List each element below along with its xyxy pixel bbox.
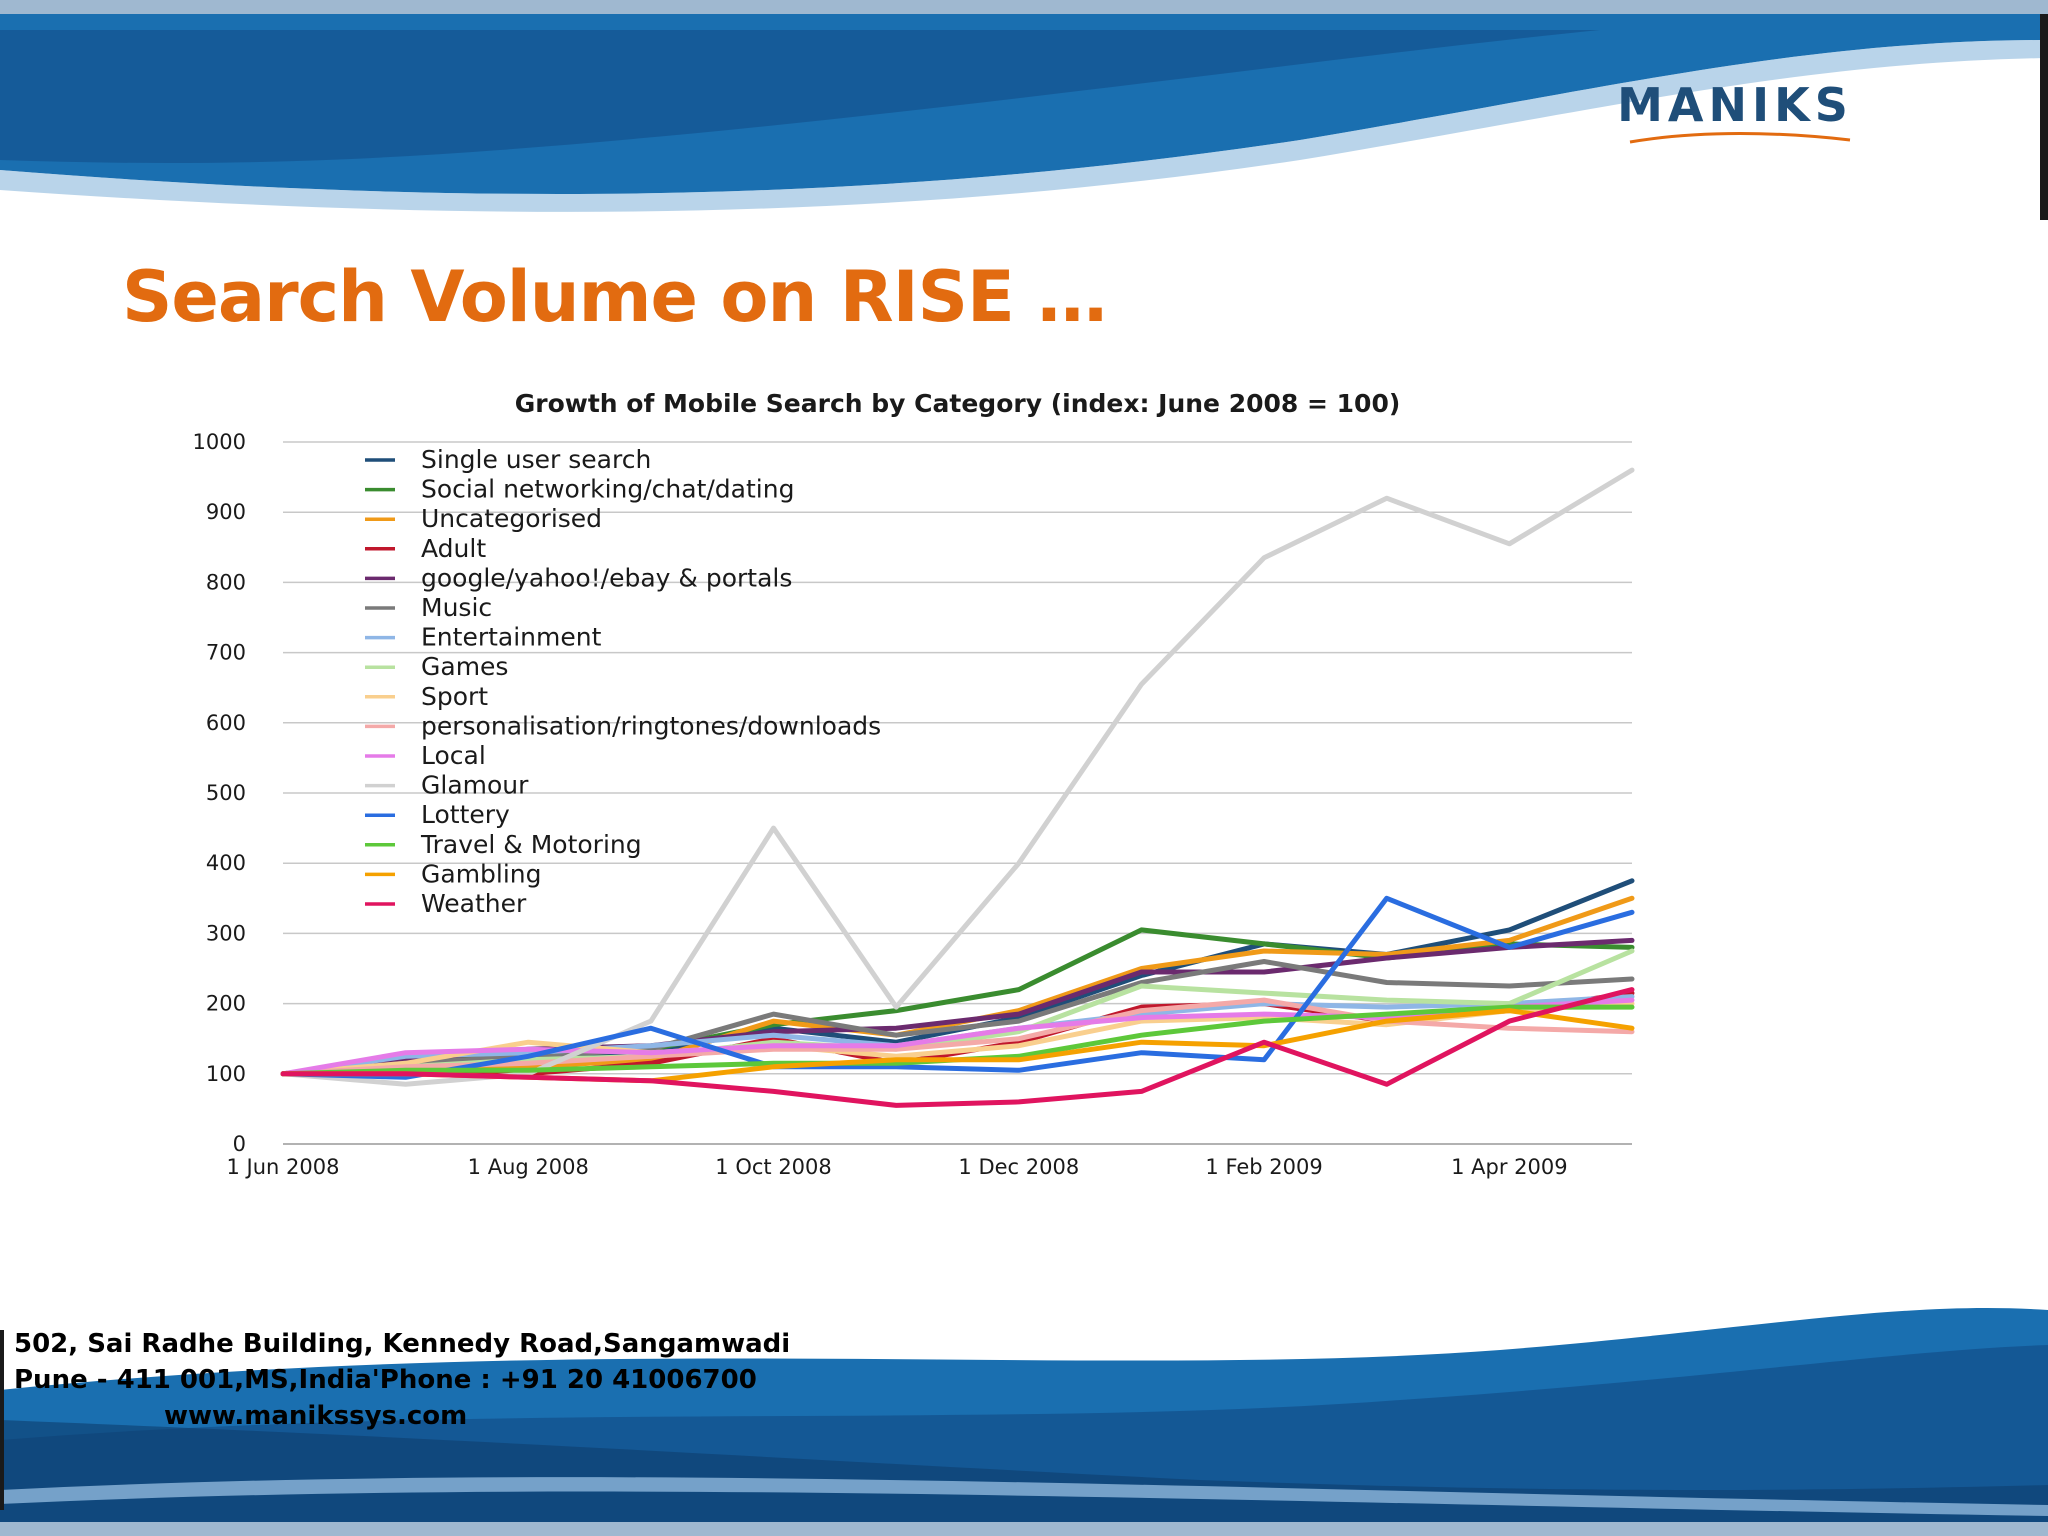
y-tick-label: 900 bbox=[206, 500, 246, 524]
x-tick-label: 1 Apr 2009 bbox=[1451, 1155, 1567, 1179]
x-tick-label: 1 Oct 2008 bbox=[715, 1155, 831, 1179]
y-tick-label: 1000 bbox=[193, 430, 246, 454]
footer-address-line-1: 502, Sai Radhe Building, Kennedy Road,Sa… bbox=[14, 1329, 791, 1359]
legend-label: Local bbox=[421, 741, 486, 770]
maniks-logo: MANIKS bbox=[1600, 78, 1870, 158]
legend-label: Travel & Motoring bbox=[420, 830, 642, 859]
y-tick-label: 300 bbox=[206, 921, 246, 945]
legend-label: Entertainment bbox=[421, 623, 602, 652]
legend-label: Sport bbox=[421, 682, 488, 711]
legend-label: Social networking/chat/dating bbox=[421, 475, 794, 504]
series-line bbox=[280, 997, 1635, 1077]
series-line bbox=[280, 987, 1635, 1108]
legend-label: Gambling bbox=[421, 859, 542, 888]
legend-label: personalisation/ringtones/downloads bbox=[421, 711, 881, 740]
logo-swoosh bbox=[1629, 132, 1851, 144]
y-tick-label: 800 bbox=[206, 570, 246, 594]
legend-label: Glamour bbox=[421, 771, 529, 800]
y-tick-label: 100 bbox=[206, 1062, 246, 1086]
legend-label: Single user search bbox=[421, 445, 651, 474]
y-tick-label: 700 bbox=[206, 641, 246, 665]
footer-wave-banner bbox=[0, 1308, 2048, 1536]
y-tick-label: 400 bbox=[206, 851, 246, 875]
legend-label: Music bbox=[421, 593, 492, 622]
footer-address-line-2: Pune - 411 001,MS,India'Phone : +91 20 4… bbox=[14, 1365, 757, 1395]
x-tick-label: 1 Aug 2008 bbox=[468, 1155, 589, 1179]
series-line bbox=[280, 997, 1635, 1077]
y-tick-label: 200 bbox=[206, 992, 246, 1016]
footer-website-link[interactable]: www.manikssys.com bbox=[164, 1401, 468, 1431]
x-tick-label: 1 Feb 2009 bbox=[1205, 1155, 1322, 1179]
header-wave-banner bbox=[0, 0, 2048, 230]
line-chart: Growth of Mobile Search by Category (ind… bbox=[193, 389, 1635, 1179]
legend-label: Games bbox=[421, 652, 508, 681]
x-tick-label: 1 Dec 2008 bbox=[958, 1155, 1079, 1179]
chart-title: Growth of Mobile Search by Category (ind… bbox=[515, 389, 1401, 418]
footer-contact: 502, Sai Radhe Building, Kennedy Road,Sa… bbox=[14, 1326, 814, 1434]
legend-label: Lottery bbox=[421, 800, 510, 829]
legend-label: Adult bbox=[421, 534, 486, 563]
y-tick-label: 0 bbox=[233, 1132, 246, 1156]
legend-label: Weather bbox=[421, 889, 527, 918]
y-tick-label: 500 bbox=[206, 781, 246, 805]
legend-label: Uncategorised bbox=[421, 504, 602, 533]
series-line bbox=[280, 895, 1635, 1080]
x-tick-label: 1 Jun 2008 bbox=[227, 1155, 340, 1179]
y-tick-label: 600 bbox=[206, 711, 246, 735]
legend-label: google/yahoo!/ebay & portals bbox=[421, 563, 792, 592]
slide-title: Search Volume on RISE … bbox=[122, 256, 1107, 338]
logo-text: MANIKS bbox=[1617, 78, 1853, 132]
